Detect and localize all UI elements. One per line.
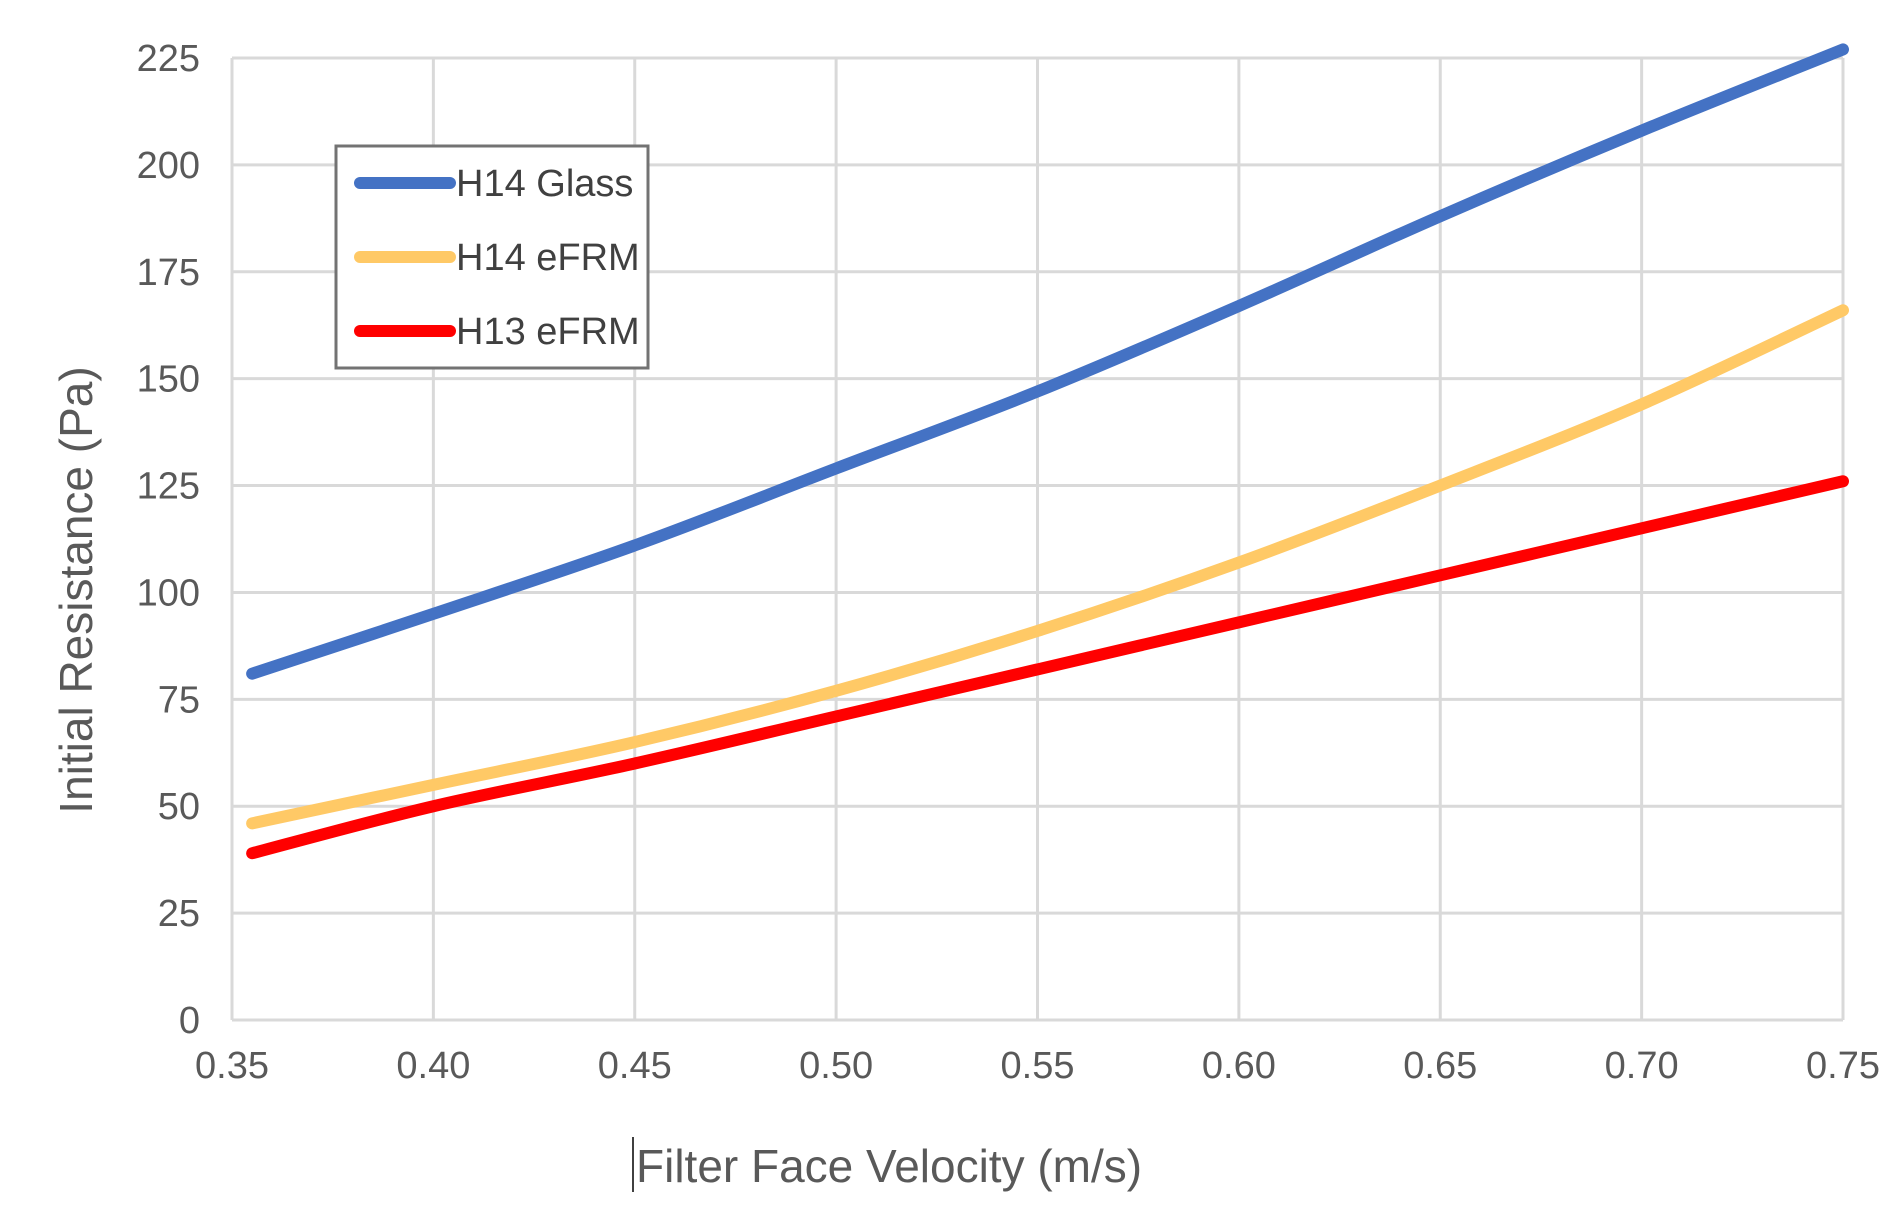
y-tick-label: 100 (137, 572, 200, 614)
x-tick-label: 0.65 (1403, 1045, 1477, 1087)
y-tick-label: 150 (137, 359, 200, 401)
x-tick-label: 0.45 (598, 1045, 672, 1087)
series-line-h14-efrm (246, 304, 1849, 830)
y-tick-label: 50 (158, 786, 200, 828)
x-tick-label: 0.55 (1001, 1045, 1075, 1087)
y-tick-label: 200 (137, 145, 200, 187)
y-tick-label: 225 (137, 38, 200, 80)
y-tick-label: 75 (158, 679, 200, 721)
legend-label: H14 eFRM (456, 237, 640, 279)
x-tick-label: 0.50 (799, 1045, 873, 1087)
series-line-h14-glass (246, 43, 1849, 680)
y-axis-label: Initial Resistance (Pa) (50, 366, 102, 813)
y-axis-ticks: 0 25 50 75 100 125 150 175 200 225 (137, 38, 200, 1042)
x-tick-label: 0.35 (195, 1045, 269, 1087)
legend-label: H14 Glass (456, 163, 633, 205)
x-tick-label: 0.60 (1202, 1045, 1276, 1087)
x-tick-label: 0.70 (1605, 1045, 1679, 1087)
x-axis-ticks: 0.35 0.40 0.45 0.50 0.55 0.60 0.65 0.70 0.75 (195, 1045, 1880, 1087)
series-line-h13-efrm (246, 475, 1849, 860)
legend: H14 Glass H14 eFRM H13 eFRM (334, 144, 650, 370)
x-tick-label: 0.40 (396, 1045, 470, 1087)
y-tick-label: 175 (137, 252, 200, 294)
y-tick-label: 125 (137, 466, 200, 508)
series-lines (246, 43, 1849, 860)
x-tick-label: 0.75 (1806, 1045, 1880, 1087)
x-axis-label: Filter Face Velocity (m/s) (636, 1140, 1142, 1192)
legend-label: H13 eFRM (456, 311, 640, 353)
y-tick-label: 0 (179, 1000, 200, 1042)
y-tick-label: 25 (158, 893, 200, 935)
